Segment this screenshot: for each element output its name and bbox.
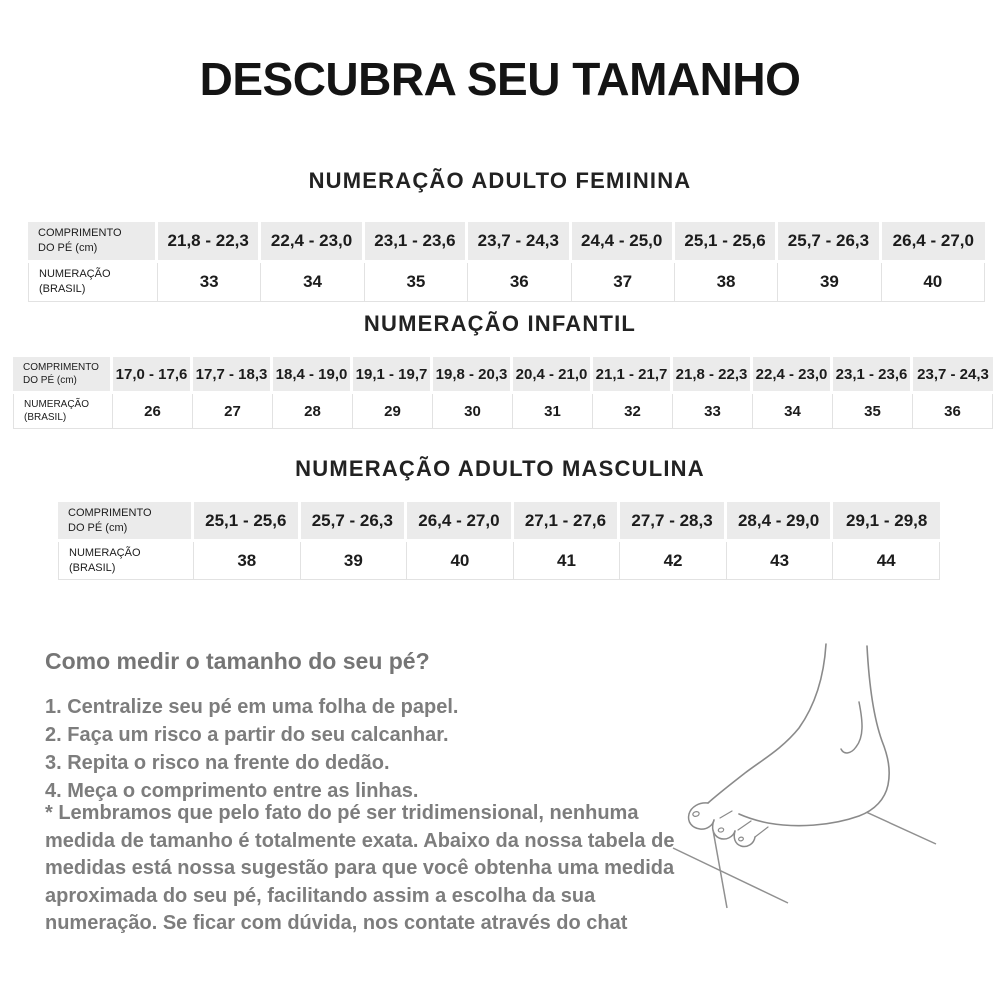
length-cell: 21,8 - 22,3 (673, 357, 753, 394)
length-cell: 25,7 - 26,3 (778, 222, 882, 263)
length-cell: 23,1 - 23,6 (364, 222, 469, 263)
size-cell: 39 (300, 542, 408, 580)
size-cell: 41 (513, 542, 621, 580)
size-cell: 36 (913, 394, 993, 429)
howto-step: 2. Faça um risco a partir do seu calcanh… (45, 724, 449, 746)
howto-heading: Como medir o tamanho do seu pé? (45, 648, 430, 674)
size-cell: 33 (673, 394, 753, 429)
length-cell: 21,8 - 22,3 (158, 222, 262, 263)
foot-back-outline (738, 645, 890, 827)
size-cell: 30 (433, 394, 513, 429)
length-cell: 18,4 - 19,0 (273, 357, 353, 394)
length-cell: 26,4 - 27,0 (407, 502, 514, 542)
second-toe (711, 819, 736, 840)
toe-nail (692, 811, 700, 817)
foot-measurement-illustration (672, 643, 937, 909)
size-cell: 29 (353, 394, 433, 429)
size-label-cell: NUMERAÇÃO (BRASIL) (28, 263, 158, 302)
size-label-cell: NUMERAÇÃO (BRASIL) (13, 394, 113, 429)
length-label-cell: COMPRIMENTO DO PÉ (cm) (13, 357, 113, 394)
length-cell: 29,1 - 29,8 (833, 502, 940, 542)
size-cell: 42 (620, 542, 727, 580)
foot-front-outline (707, 643, 827, 804)
section-heading-infantil: NUMERAÇÃO INFANTIL (363, 311, 637, 336)
length-cell: 25,1 - 25,6 (674, 222, 779, 263)
size-cell: 39 (778, 263, 882, 302)
length-cell: 25,1 - 25,6 (194, 502, 301, 542)
size-cell: 27 (193, 394, 273, 429)
section-heading-feminina: NUMERAÇÃO ADULTO FEMININA (308, 168, 692, 193)
ankle-line (840, 701, 863, 754)
length-cell: 17,7 - 18,3 (193, 357, 273, 394)
toe-nail (717, 827, 725, 833)
howto-step: 4. Meça o comprimento entre as linhas. (45, 780, 419, 802)
size-cell: 38 (194, 542, 301, 580)
size-cell: 38 (674, 263, 779, 302)
size-label-cell: NUMERAÇÃO (BRASIL) (58, 542, 194, 580)
size-cell: 33 (158, 263, 262, 302)
toe-crease (719, 810, 769, 838)
length-cell: 27,7 - 28,3 (620, 502, 727, 542)
size-cell: 34 (753, 394, 833, 429)
length-cell: 26,4 - 27,0 (881, 222, 985, 263)
length-cell: 17,0 - 17,6 (113, 357, 193, 394)
length-cell: 22,4 - 23,0 (261, 222, 365, 263)
length-cell: 27,1 - 27,6 (513, 502, 621, 542)
big-toe (687, 802, 715, 830)
third-toe (733, 830, 756, 848)
size-cell: 35 (364, 263, 469, 302)
size-cell: 44 (833, 542, 940, 580)
length-cell: 19,1 - 19,7 (353, 357, 433, 394)
length-cell: 19,8 - 20,3 (433, 357, 513, 394)
foot-fill (687, 644, 890, 847)
howto-section: Como medir o tamanho do seu pé? 1. Centr… (45, 648, 675, 805)
length-cell: 20,4 - 21,0 (513, 357, 593, 394)
length-cell: 28,4 - 29,0 (726, 502, 834, 542)
length-cell: 22,4 - 23,0 (753, 357, 833, 394)
page-title: DESCUBRA SEU TAMANHO (199, 53, 801, 105)
length-cell: 23,7 - 24,3 (913, 357, 993, 394)
size-row: NUMERAÇÃO (BRASIL) 26 27 28 29 30 31 32 33 34 35 3… (13, 394, 993, 429)
size-cell: 26 (113, 394, 193, 429)
size-table-feminina: COMPRIMENTO DO PÉ (cm) 21,8 - 22,3 22,4 -… (28, 222, 985, 302)
size-cell: 40 (881, 263, 985, 302)
length-cell: 25,7 - 26,3 (300, 502, 408, 542)
length-cell: 24,4 - 25,0 (571, 222, 675, 263)
size-row: NUMERAÇÃO (BRASIL) 38 39 40 41 42 43 44 (58, 542, 940, 580)
size-cell: 28 (273, 394, 353, 429)
size-cell: 32 (593, 394, 673, 429)
length-label-cell: COMPRIMENTO DO PÉ (cm) (58, 502, 194, 542)
length-label-cell: COMPRIMENTO DO PÉ (cm) (28, 222, 158, 263)
section-heading-masculina: NUMERAÇÃO ADULTO MASCULINA (295, 456, 705, 481)
size-table-masculina: COMPRIMENTO DO PÉ (cm) 25,1 - 25,6 25,7 -… (58, 502, 940, 580)
size-cell: 34 (261, 263, 365, 302)
size-cell: 36 (468, 263, 572, 302)
size-cell: 40 (407, 542, 514, 580)
measurement-disclaimer-note: * Lembramos que pelo fato do pé ser trid… (45, 802, 675, 934)
toe-cross-line (712, 829, 728, 909)
size-cell: 35 (833, 394, 913, 429)
length-row: COMPRIMENTO DO PÉ (cm) 21,8 - 22,3 22,4 -… (28, 222, 985, 263)
length-cell: 23,7 - 24,3 (468, 222, 572, 263)
length-row: COMPRIMENTO DO PÉ (cm) 17,0 - 17,6 17,7 -… (13, 357, 993, 394)
toe-measurement-line (672, 847, 789, 904)
length-row: COMPRIMENTO DO PÉ (cm) 25,1 - 25,6 25,7 -… (58, 502, 940, 542)
howto-step: 1. Centralize seu pé em uma folha de pap… (45, 696, 459, 718)
length-cell: 23,1 - 23,6 (833, 357, 913, 394)
size-table-infantil: COMPRIMENTO DO PÉ (cm) 17,0 - 17,6 17,7 -… (13, 357, 993, 429)
howto-step: 3. Repita o risco na frente do dedão. (45, 752, 390, 774)
size-cell: 37 (571, 263, 675, 302)
size-cell: 43 (726, 542, 834, 580)
size-row: NUMERAÇÃO (BRASIL) 33 34 35 36 37 38 39 40 (28, 263, 985, 302)
toe-nail (738, 836, 744, 842)
length-cell: 21,1 - 21,7 (593, 357, 673, 394)
size-cell: 31 (513, 394, 593, 429)
